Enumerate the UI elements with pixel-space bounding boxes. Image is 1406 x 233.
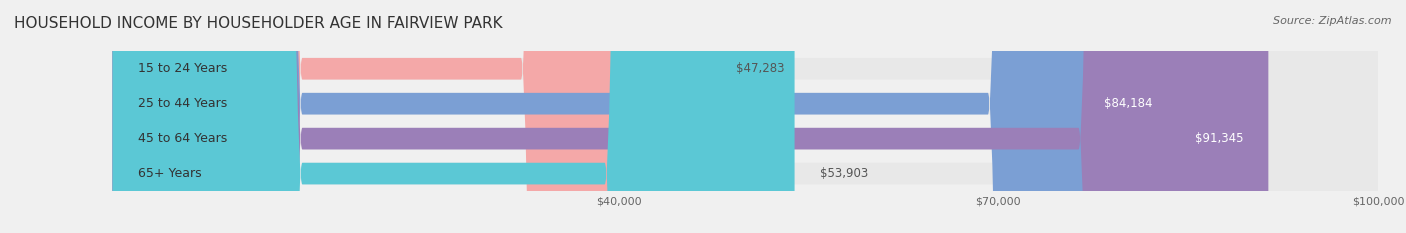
Text: HOUSEHOLD INCOME BY HOUSEHOLDER AGE IN FAIRVIEW PARK: HOUSEHOLD INCOME BY HOUSEHOLDER AGE IN F… xyxy=(14,16,503,31)
Text: 45 to 64 Years: 45 to 64 Years xyxy=(138,132,226,145)
FancyBboxPatch shape xyxy=(112,0,794,233)
Text: 15 to 24 Years: 15 to 24 Years xyxy=(138,62,226,75)
Text: 65+ Years: 65+ Years xyxy=(138,167,201,180)
Text: $53,903: $53,903 xyxy=(820,167,868,180)
FancyBboxPatch shape xyxy=(112,0,1268,233)
FancyBboxPatch shape xyxy=(112,0,1378,233)
Text: Source: ZipAtlas.com: Source: ZipAtlas.com xyxy=(1274,16,1392,26)
FancyBboxPatch shape xyxy=(112,0,1378,233)
Text: $84,184: $84,184 xyxy=(1104,97,1153,110)
FancyBboxPatch shape xyxy=(112,0,1378,233)
Text: $47,283: $47,283 xyxy=(737,62,785,75)
Text: $91,345: $91,345 xyxy=(1195,132,1243,145)
FancyBboxPatch shape xyxy=(112,0,1178,233)
FancyBboxPatch shape xyxy=(112,0,1378,233)
FancyBboxPatch shape xyxy=(112,0,711,233)
Text: 25 to 44 Years: 25 to 44 Years xyxy=(138,97,226,110)
